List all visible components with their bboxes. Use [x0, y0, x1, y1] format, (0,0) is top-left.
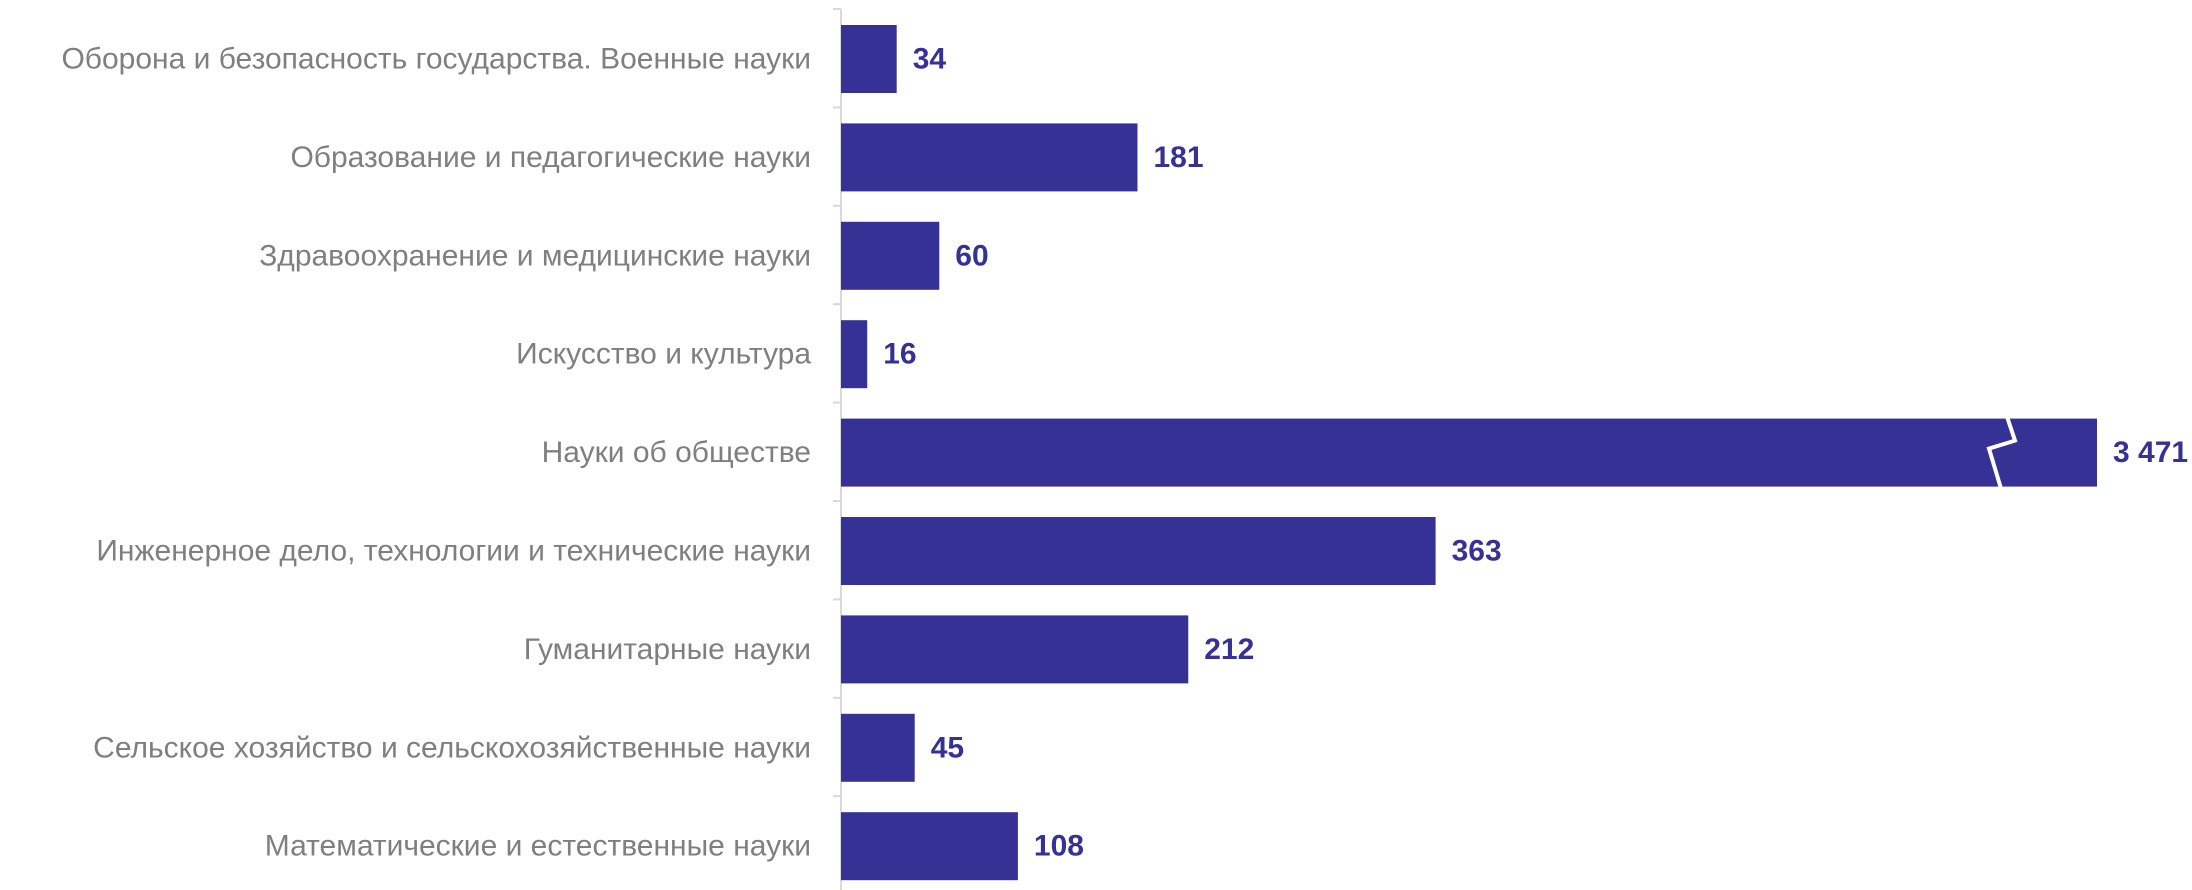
- bar: [841, 615, 1189, 684]
- category-label: Сельское хозяйство и сельскохозяйственны…: [93, 731, 811, 764]
- category-label: Оборона и безопасность государства. Воен…: [61, 43, 811, 76]
- value-label: 108: [1034, 830, 1084, 863]
- category-label: Математические и естественные науки: [265, 830, 811, 863]
- bar: [841, 517, 1436, 585]
- bar: [841, 221, 940, 290]
- bar: [841, 418, 2097, 487]
- category-label: Искусство и культура: [516, 338, 811, 371]
- value-label: 60: [955, 239, 988, 272]
- bars-group: [841, 25, 2097, 881]
- bar: [841, 123, 1138, 192]
- category-label: Здравоохранение и медицинские науки: [259, 239, 811, 272]
- value-label: 3 471: [2113, 436, 2188, 469]
- labels-group: Оборона и безопасность государства. Воен…: [61, 43, 2188, 863]
- axis-break-mark: [1986, 415, 2018, 490]
- value-label: 181: [1153, 141, 1203, 174]
- value-label: 363: [1452, 535, 1502, 568]
- value-label: 34: [913, 43, 947, 76]
- axis-group: [833, 8, 842, 890]
- category-label: Инженерное дело, технологии и технически…: [96, 535, 811, 568]
- category-label: Образование и педагогические науки: [290, 141, 811, 174]
- bar: [841, 320, 868, 389]
- bar: [841, 812, 1018, 881]
- value-label: 212: [1204, 633, 1254, 666]
- category-label: Гуманитарные науки: [524, 633, 811, 666]
- bar: [841, 713, 915, 782]
- value-label: 16: [883, 338, 916, 371]
- category-label: Науки об обществе: [542, 436, 811, 469]
- value-label: 45: [931, 731, 964, 764]
- bar: [841, 25, 897, 93]
